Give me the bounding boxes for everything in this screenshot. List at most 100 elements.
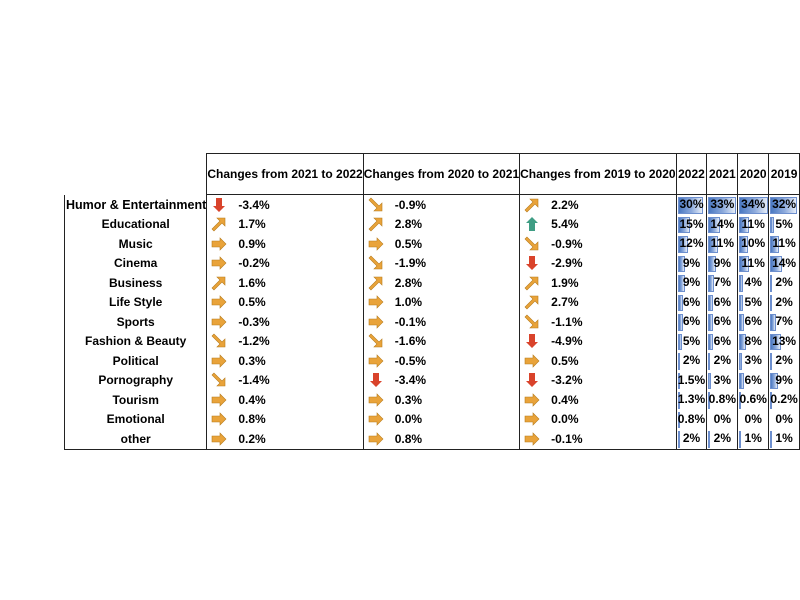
data-bar <box>677 236 688 253</box>
year-value: 6% <box>744 314 762 329</box>
change-value: 2.2% <box>551 197 579 212</box>
change-cell: 1.7% <box>206 214 364 234</box>
change-cell: -0.9% <box>519 234 677 254</box>
data-bar <box>739 333 746 350</box>
year-cell: 11% <box>768 234 800 254</box>
header-year-2019: 2019 <box>768 153 800 195</box>
data-bar <box>770 314 777 331</box>
year-value: 4% <box>744 275 762 290</box>
change-cell: 0.5% <box>519 351 677 371</box>
year-cell: 6% <box>675 312 708 332</box>
year-cell: 7% <box>706 273 739 293</box>
year-cell: 34% <box>737 194 770 215</box>
year-cell: 0.8% <box>706 390 739 410</box>
year-cell: 32% <box>768 194 800 215</box>
change-cell: 1.6% <box>206 273 364 293</box>
category-label: Fashion & Beauty <box>63 331 208 351</box>
change-value: -0.5% <box>394 353 427 368</box>
arrow-down-right-icon <box>524 314 539 329</box>
arrow-right-icon <box>212 354 227 368</box>
change-value: 0.8% <box>238 412 266 427</box>
change-value: -3.2% <box>551 373 583 388</box>
category-label: Tourism <box>63 390 208 410</box>
header-corner <box>65 154 207 195</box>
arrow-up-icon <box>526 217 539 232</box>
year-value: 6% <box>713 294 731 309</box>
arrow-up-right-icon <box>524 295 539 310</box>
year-value: 11% <box>741 216 765 231</box>
header-year-2021: 2021 <box>706 153 739 195</box>
year-cell: 0% <box>737 409 770 429</box>
year-value: 14% <box>710 216 735 231</box>
change-value: 0.9% <box>238 236 266 251</box>
change-value: 0.8% <box>394 431 423 446</box>
year-cell: 2% <box>706 351 739 371</box>
change-cell: -0.1% <box>362 312 521 332</box>
year-value: 2% <box>775 353 793 368</box>
change-value: 0.5% <box>238 295 266 310</box>
arrow-right-icon <box>368 393 384 407</box>
arrow-down-icon <box>369 373 382 388</box>
year-cell: 6% <box>737 370 770 390</box>
table-row: Tourism 0.4% 0.3% 0.4% 1.3% 0.8% 0.6% 0.2% <box>63 390 800 410</box>
year-cell: 11% <box>737 214 770 234</box>
category-label: Cinema <box>63 253 208 273</box>
year-value: 6% <box>713 314 731 329</box>
year-value: 0.8% <box>708 392 736 407</box>
change-cell: -0.9% <box>362 194 521 215</box>
year-value: 1% <box>744 431 762 446</box>
change-cell: 0.0% <box>362 409 521 429</box>
header-row: Changes from 2021 to 2022 Changes from 2… <box>65 153 800 195</box>
data-bar <box>739 236 748 253</box>
change-cell: -1.9% <box>362 253 521 273</box>
data-bar <box>770 275 773 292</box>
category-label: Music <box>63 234 208 254</box>
data-bar <box>708 216 721 233</box>
year-value: 9% <box>713 255 731 270</box>
arrow-right-icon <box>368 412 384 426</box>
arrow-up-right-icon <box>524 198 539 213</box>
arrow-right-icon <box>212 432 227 446</box>
arrow-up-right-icon <box>211 217 226 232</box>
arrow-right-icon <box>212 295 227 309</box>
year-value: 2% <box>682 353 701 368</box>
change-cell: -3.2% <box>519 370 677 390</box>
change-value: -1.2% <box>238 334 270 349</box>
change-value: 2.8% <box>394 217 423 232</box>
change-cell: 0.4% <box>206 390 364 410</box>
year-value: 5% <box>744 294 762 309</box>
year-cell: 3% <box>737 351 770 371</box>
year-cell: 30% <box>675 194 708 215</box>
category-label: Emotional <box>63 409 208 429</box>
year-cell: 4% <box>737 273 770 293</box>
year-cell: 5% <box>737 292 770 312</box>
year-cell: 6% <box>706 331 739 351</box>
data-bar <box>677 275 686 292</box>
change-cell: 0.8% <box>206 409 364 429</box>
data-bar <box>677 333 682 350</box>
data-bar <box>708 392 711 409</box>
category-label: Life Style <box>63 292 208 312</box>
year-value: 12% <box>679 236 704 251</box>
data-bar <box>708 197 737 214</box>
year-cell: 6% <box>706 292 739 312</box>
year-value: 13% <box>772 333 797 348</box>
arrow-right-icon <box>212 393 227 407</box>
category-label: Political <box>63 351 208 371</box>
change-cell: -3.4% <box>206 194 364 215</box>
change-value: 1.9% <box>551 275 579 290</box>
data-bar <box>770 353 773 370</box>
year-value: 3% <box>744 353 762 368</box>
year-cell: 0.8% <box>675 409 708 429</box>
change-cell: 0.2% <box>206 429 364 450</box>
year-value: 0% <box>775 411 793 426</box>
year-value: 2% <box>775 275 793 290</box>
arrow-down-icon <box>526 373 539 388</box>
header-change-2019-2020: Changes from 2019 to 2020 <box>519 153 677 195</box>
year-cell: 6% <box>675 292 708 312</box>
year-value: 1.5% <box>677 372 706 387</box>
table-row: Humor & Entertainment -3.4% -0.9% 2.2% 30% 33… <box>63 194 800 215</box>
arrow-down-right-icon <box>211 333 226 348</box>
year-value: 11% <box>741 255 765 270</box>
year-cell: 7% <box>768 312 800 332</box>
